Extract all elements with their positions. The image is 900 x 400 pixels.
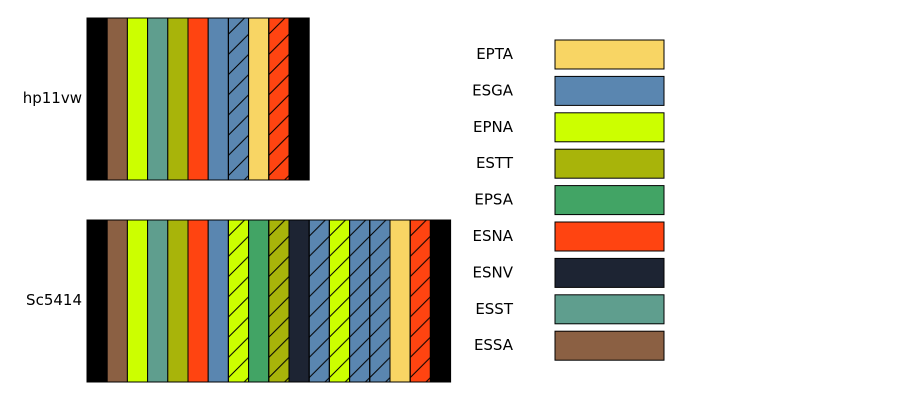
domain-block [167, 17, 189, 181]
legend-swatch [554, 148, 665, 179]
domain-block [167, 219, 189, 383]
legend-swatch [554, 257, 665, 288]
legend-swatch [554, 294, 665, 325]
row-hp11vw-blocks [86, 17, 310, 181]
legend-swatch [554, 221, 665, 252]
domain-block [248, 17, 270, 181]
domain-block [288, 219, 310, 383]
row-hp11vw: hp11vw [23, 17, 310, 181]
domain-block-hatch [227, 17, 250, 181]
domain-block-hatch [369, 219, 391, 383]
row-sc5414: Sc5414 [26, 219, 452, 383]
legend-label: ESGA [472, 81, 514, 99]
domain-block [429, 219, 452, 383]
legend: EPTA ESGA EPNA ESTT EPSA ESNA ESNV ESST ESSA [472, 39, 665, 361]
legend-label: ESNA [473, 227, 514, 245]
legend-swatch [554, 185, 665, 216]
domain-block [187, 17, 209, 181]
legend-swatch [554, 39, 665, 70]
row-label-hp11vw: hp11vw [23, 89, 82, 107]
domain-block-hatch [268, 219, 290, 383]
domain-block-hatch [328, 219, 351, 383]
domain-block-hatch [409, 219, 431, 383]
legend-swatch [554, 330, 665, 361]
legend-label: EPTA [476, 45, 514, 63]
domain-block-hatch [308, 219, 330, 383]
domain-block [187, 219, 209, 383]
legend-label: EPSA [474, 191, 513, 209]
legend-swatch [554, 112, 665, 143]
domain-block [147, 219, 169, 383]
domain-block [106, 219, 128, 383]
domain-block [207, 17, 229, 181]
row-sc5414-blocks [86, 219, 452, 383]
legend-label: EPNA [473, 118, 514, 136]
domain-block-hatch [268, 17, 290, 181]
legend-label: ESNV [473, 263, 514, 281]
domain-block-hatch [227, 219, 250, 383]
domain-block-hatch [349, 219, 371, 383]
legend-label: ESSA [474, 336, 514, 354]
domain-block [389, 219, 411, 383]
domain-block [207, 219, 229, 383]
domain-block [86, 17, 108, 181]
legend-label: ESST [475, 300, 514, 318]
domain-block [288, 17, 310, 181]
legend-swatch [554, 75, 665, 106]
domain-block [126, 219, 149, 383]
domain-block [126, 17, 149, 181]
domain-block [147, 17, 169, 181]
domain-block [106, 17, 128, 181]
row-label-sc5414: Sc5414 [26, 291, 82, 309]
domain-block [86, 219, 108, 383]
domain-block [248, 219, 270, 383]
legend-label: ESTT [476, 154, 514, 172]
